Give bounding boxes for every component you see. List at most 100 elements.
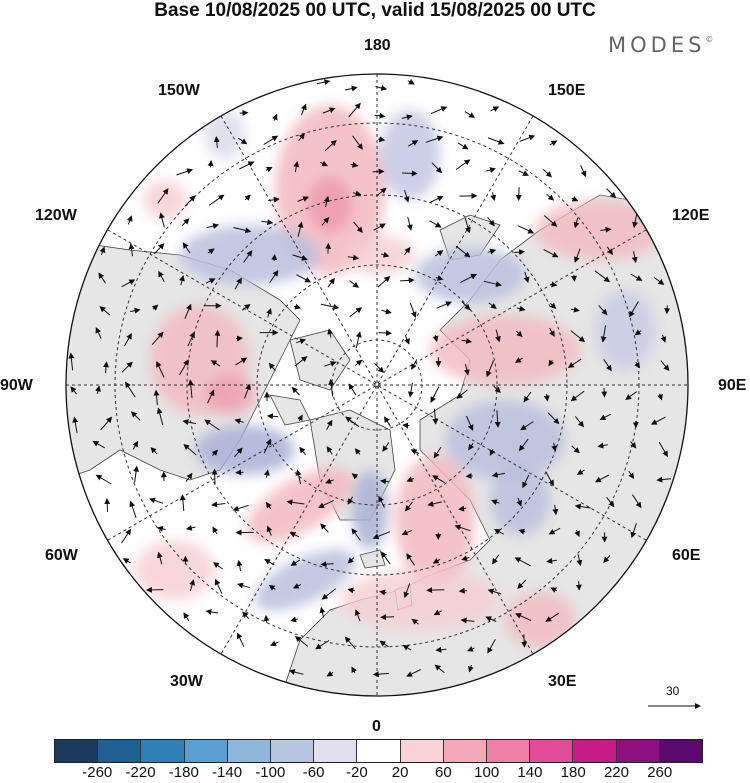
wind-vector [294, 303, 302, 310]
wind-vector [212, 562, 223, 570]
wind-vector [656, 476, 672, 483]
wind-vector [352, 190, 362, 197]
wind-vector [354, 359, 363, 366]
wind-vector [625, 391, 638, 400]
wind-vector [382, 442, 390, 452]
wind-vector [490, 106, 500, 112]
wind-vector [104, 498, 111, 512]
wind-vector [486, 360, 495, 378]
wind-vector [430, 386, 440, 403]
wind-vector [244, 194, 251, 201]
wind-vector [432, 475, 445, 484]
wind-vector [431, 162, 443, 174]
wind-vector [270, 640, 279, 647]
wind-vector [271, 253, 278, 262]
wind-vector [344, 85, 358, 92]
map-title: Base 10/08/2025 00 UTC, valid 15/08/2025… [154, 0, 596, 21]
wind-vector [455, 159, 471, 170]
wind-vector [122, 558, 131, 564]
wind-vector [185, 472, 193, 482]
wind-vector [570, 330, 586, 343]
wind-vector [263, 614, 270, 623]
wind-vector [375, 85, 388, 91]
lon-label-120e: 120E [672, 207, 710, 224]
wind-vector [599, 413, 612, 420]
wind-vector [300, 103, 307, 116]
wind-vector [296, 338, 307, 345]
wind-vector [516, 305, 526, 312]
wind-vector [606, 246, 613, 256]
wind-vector [206, 223, 220, 229]
wind-vector [519, 134, 536, 142]
wind-vector [212, 526, 219, 535]
wind-vector [630, 523, 637, 539]
wind-vector [575, 581, 582, 591]
wind-vector [372, 531, 391, 540]
wind-vector [494, 529, 504, 535]
wind-vector [157, 188, 169, 204]
wind-vector [151, 331, 164, 346]
wind-vector [454, 524, 471, 532]
wind-vector [374, 363, 385, 373]
wind-vector [463, 363, 470, 376]
wind-vector [550, 587, 558, 593]
wind-vector [598, 305, 608, 316]
wind-vector [234, 418, 244, 425]
wind-vector [373, 223, 386, 231]
wind-vector [234, 447, 243, 458]
wind-vector [95, 326, 102, 339]
wind-vector [158, 212, 165, 228]
wind-vector [570, 390, 585, 402]
wind-vector [205, 278, 216, 284]
wind-vector [266, 308, 272, 318]
wind-vector [467, 664, 474, 673]
lon-label-180: 180 [364, 37, 391, 54]
wind-vector [100, 416, 113, 431]
wind-vector [68, 352, 75, 371]
colorbar-tick-label: -220 [125, 764, 156, 781]
wind-vector [376, 187, 387, 197]
wind-vector [435, 646, 447, 653]
wind-vector [518, 438, 529, 452]
wind-vector [286, 499, 305, 506]
wind-vector [179, 494, 186, 511]
wind-vector [384, 416, 391, 427]
wind-vector [406, 669, 421, 677]
wind-vector [352, 135, 363, 150]
wind-vector [289, 532, 300, 538]
wind-vector [182, 419, 197, 426]
wind-vector [128, 243, 135, 257]
wind-vector [517, 579, 527, 590]
wind-vector [630, 273, 643, 281]
wind-vector [516, 497, 523, 507]
wind-vector [552, 504, 559, 516]
wind-vector [464, 111, 476, 118]
wind-vector [435, 275, 444, 281]
wind-vector [487, 216, 495, 227]
lon-label-30e: 30E [548, 673, 577, 690]
wind-vector [492, 554, 500, 565]
lon-label-150e: 150E [548, 82, 586, 99]
colorbar-tick-label: -180 [168, 764, 199, 781]
wind-vector [407, 78, 415, 85]
wind-vector [521, 634, 528, 648]
wind-vector [401, 114, 413, 121]
wind-vector [121, 361, 133, 373]
wind-vector [515, 187, 522, 201]
wind-vector [489, 449, 496, 456]
wind-vector [546, 193, 555, 201]
wind-vector [327, 277, 335, 288]
colorbar-segment [357, 740, 401, 762]
wind-vector [425, 135, 444, 143]
wind-vector [487, 588, 502, 595]
wind-vector [347, 496, 354, 505]
wind-vector [326, 670, 334, 677]
wind-vector [411, 359, 418, 370]
lon-label-0: 0 [372, 718, 381, 735]
wind-vector [549, 327, 555, 337]
wind-vector [214, 329, 221, 348]
wind-vector [574, 416, 585, 428]
wind-vector [121, 279, 136, 288]
wind-vector [205, 609, 219, 615]
wind-vector [103, 361, 110, 374]
